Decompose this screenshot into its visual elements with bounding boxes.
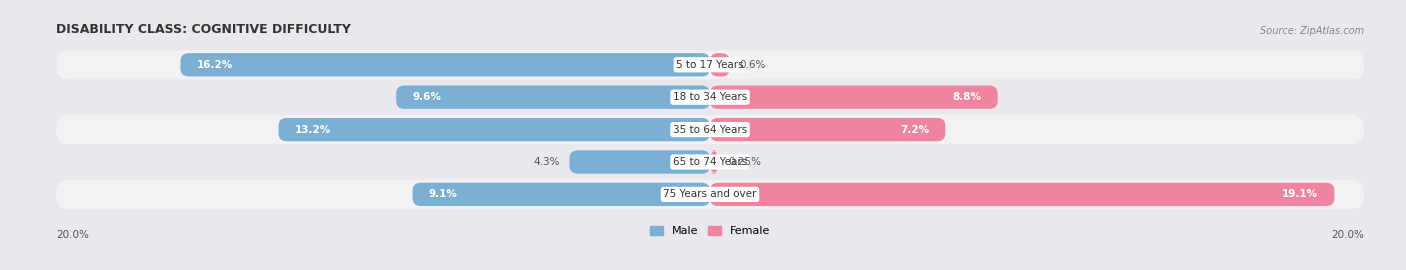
Text: 4.3%: 4.3% [533,157,560,167]
FancyBboxPatch shape [56,115,1364,144]
Text: 19.1%: 19.1% [1282,189,1317,200]
Text: Source: ZipAtlas.com: Source: ZipAtlas.com [1260,26,1364,36]
FancyBboxPatch shape [56,50,1364,79]
Text: 5 to 17 Years: 5 to 17 Years [676,60,744,70]
FancyBboxPatch shape [569,150,710,174]
Text: 0.6%: 0.6% [740,60,766,70]
FancyBboxPatch shape [180,53,710,76]
Text: 35 to 64 Years: 35 to 64 Years [673,124,747,135]
FancyBboxPatch shape [710,53,730,76]
FancyBboxPatch shape [412,183,710,206]
FancyBboxPatch shape [56,180,1364,209]
Legend: Male, Female: Male, Female [645,221,775,241]
Text: DISABILITY CLASS: COGNITIVE DIFFICULTY: DISABILITY CLASS: COGNITIVE DIFFICULTY [56,23,352,36]
FancyBboxPatch shape [710,118,945,141]
Text: 18 to 34 Years: 18 to 34 Years [673,92,747,102]
FancyBboxPatch shape [710,183,1334,206]
Text: 75 Years and over: 75 Years and over [664,189,756,200]
Text: 0.25%: 0.25% [728,157,761,167]
FancyBboxPatch shape [710,86,998,109]
Text: 13.2%: 13.2% [295,124,332,135]
FancyBboxPatch shape [278,118,710,141]
FancyBboxPatch shape [396,86,710,109]
Text: 8.8%: 8.8% [952,92,981,102]
Text: 20.0%: 20.0% [1331,230,1364,240]
FancyBboxPatch shape [56,83,1364,112]
Text: 65 to 74 Years: 65 to 74 Years [673,157,747,167]
Text: 9.6%: 9.6% [412,92,441,102]
FancyBboxPatch shape [710,150,718,174]
Text: 7.2%: 7.2% [900,124,929,135]
Text: 16.2%: 16.2% [197,60,233,70]
Text: 9.1%: 9.1% [429,189,458,200]
FancyBboxPatch shape [56,147,1364,177]
Text: 20.0%: 20.0% [56,230,89,240]
